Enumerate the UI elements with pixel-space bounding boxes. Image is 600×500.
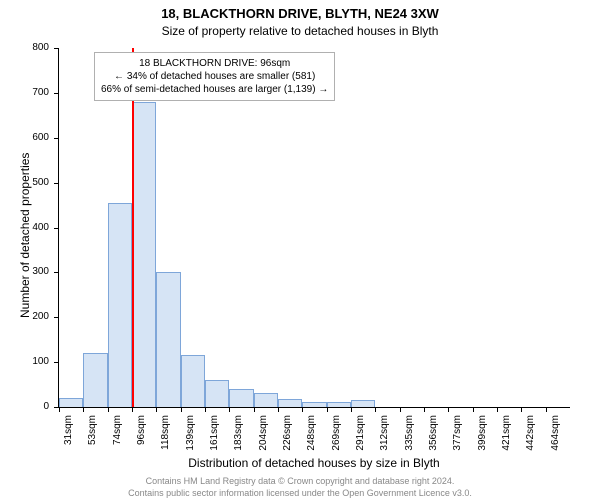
chart-title-main: 18, BLACKTHORN DRIVE, BLYTH, NE24 3XW	[0, 6, 600, 21]
histogram-bar	[59, 398, 83, 407]
x-tick	[302, 407, 303, 412]
annotation-line-3: 66% of semi-detached houses are larger (…	[101, 84, 328, 95]
histogram-bar	[132, 102, 156, 407]
chart-container: 18, BLACKTHORN DRIVE, BLYTH, NE24 3XW Si…	[0, 0, 600, 500]
y-tick-label: 100	[9, 356, 49, 367]
y-tick-label: 800	[9, 42, 49, 53]
histogram-bar	[302, 402, 326, 407]
x-tick	[156, 407, 157, 412]
histogram-bar	[327, 402, 351, 407]
histogram-bar	[108, 203, 132, 407]
x-tick	[424, 407, 425, 412]
x-tick	[546, 407, 547, 412]
x-tick	[521, 407, 522, 412]
histogram-bar	[205, 380, 229, 407]
x-tick	[108, 407, 109, 412]
x-tick	[59, 407, 60, 412]
footer-line-1: Contains HM Land Registry data © Crown c…	[146, 476, 455, 486]
y-tick-label: 600	[9, 132, 49, 143]
chart-footer: Contains HM Land Registry data © Crown c…	[0, 476, 600, 499]
histogram-bar	[229, 389, 253, 407]
x-tick	[205, 407, 206, 412]
x-tick	[181, 407, 182, 412]
x-axis-label: Distribution of detached houses by size …	[58, 456, 570, 470]
y-tick-label: 0	[9, 401, 49, 412]
property-marker-line	[132, 48, 134, 407]
x-tick	[375, 407, 376, 412]
histogram-bar	[156, 272, 180, 407]
x-tick	[278, 407, 279, 412]
histogram-bar	[181, 355, 205, 407]
x-tick	[229, 407, 230, 412]
footer-line-2: Contains public sector information licen…	[128, 488, 472, 498]
histogram-bar	[351, 400, 375, 407]
y-axis-label: Number of detached properties	[18, 153, 32, 318]
histogram-bar	[83, 353, 107, 407]
annotation-line-1: 18 BLACKTHORN DRIVE: 96sqm	[139, 58, 290, 69]
histogram-bar	[254, 393, 278, 407]
x-tick	[327, 407, 328, 412]
chart-title-sub: Size of property relative to detached ho…	[0, 24, 600, 38]
x-tick	[400, 407, 401, 412]
annotation-line-2: ← 34% of detached houses are smaller (58…	[114, 71, 315, 82]
x-tick	[254, 407, 255, 412]
annotation-box: 18 BLACKTHORN DRIVE: 96sqm ← 34% of detac…	[94, 52, 335, 101]
x-tick	[497, 407, 498, 412]
x-tick	[351, 407, 352, 412]
x-tick	[473, 407, 474, 412]
y-tick-label: 700	[9, 87, 49, 98]
x-tick	[132, 407, 133, 412]
plot-area: 010020030040050060070080031sqm53sqm74sqm…	[58, 48, 570, 408]
histogram-bar	[278, 399, 302, 407]
x-tick	[448, 407, 449, 412]
x-tick	[83, 407, 84, 412]
